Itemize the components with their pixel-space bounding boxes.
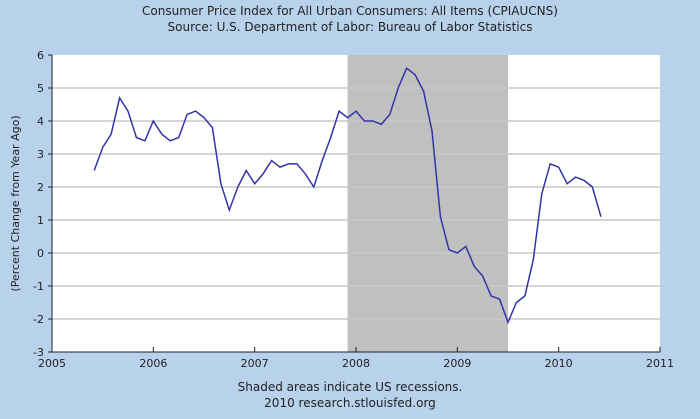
recession-footnote: Shaded areas indicate US recessions.	[237, 380, 463, 394]
recession-shade	[347, 55, 508, 352]
y-tick-label: 3	[37, 148, 44, 161]
source-credit: 2010 research.stlouisfed.org	[264, 396, 436, 410]
chart-subtitle: Source: U.S. Department of Labor: Bureau…	[167, 20, 533, 34]
y-tick-label: 4	[37, 115, 44, 128]
y-tick-label: 1	[37, 214, 44, 227]
x-tick-label: 2009	[443, 357, 471, 370]
y-tick-label: -1	[33, 280, 44, 293]
y-tick-label: 2	[37, 181, 44, 194]
x-tick-label: 2008	[342, 357, 370, 370]
y-tick-label: -3	[33, 346, 44, 359]
x-tick-label: 2011	[646, 357, 674, 370]
x-tick-label: 2006	[139, 357, 167, 370]
y-axis-label: (Percent Change from Year Ago)	[9, 115, 22, 291]
y-tick-label: 6	[37, 49, 44, 62]
x-tick-label: 2007	[241, 357, 269, 370]
x-tick-label: 2010	[545, 357, 573, 370]
y-tick-label: 5	[37, 82, 44, 95]
x-tick-label: 2005	[38, 357, 66, 370]
chart-title: Consumer Price Index for All Urban Consu…	[142, 4, 558, 18]
cpi-series-line	[93, 67, 602, 325]
y-tick-label: -2	[33, 313, 44, 326]
y-tick-label: 0	[37, 247, 44, 260]
